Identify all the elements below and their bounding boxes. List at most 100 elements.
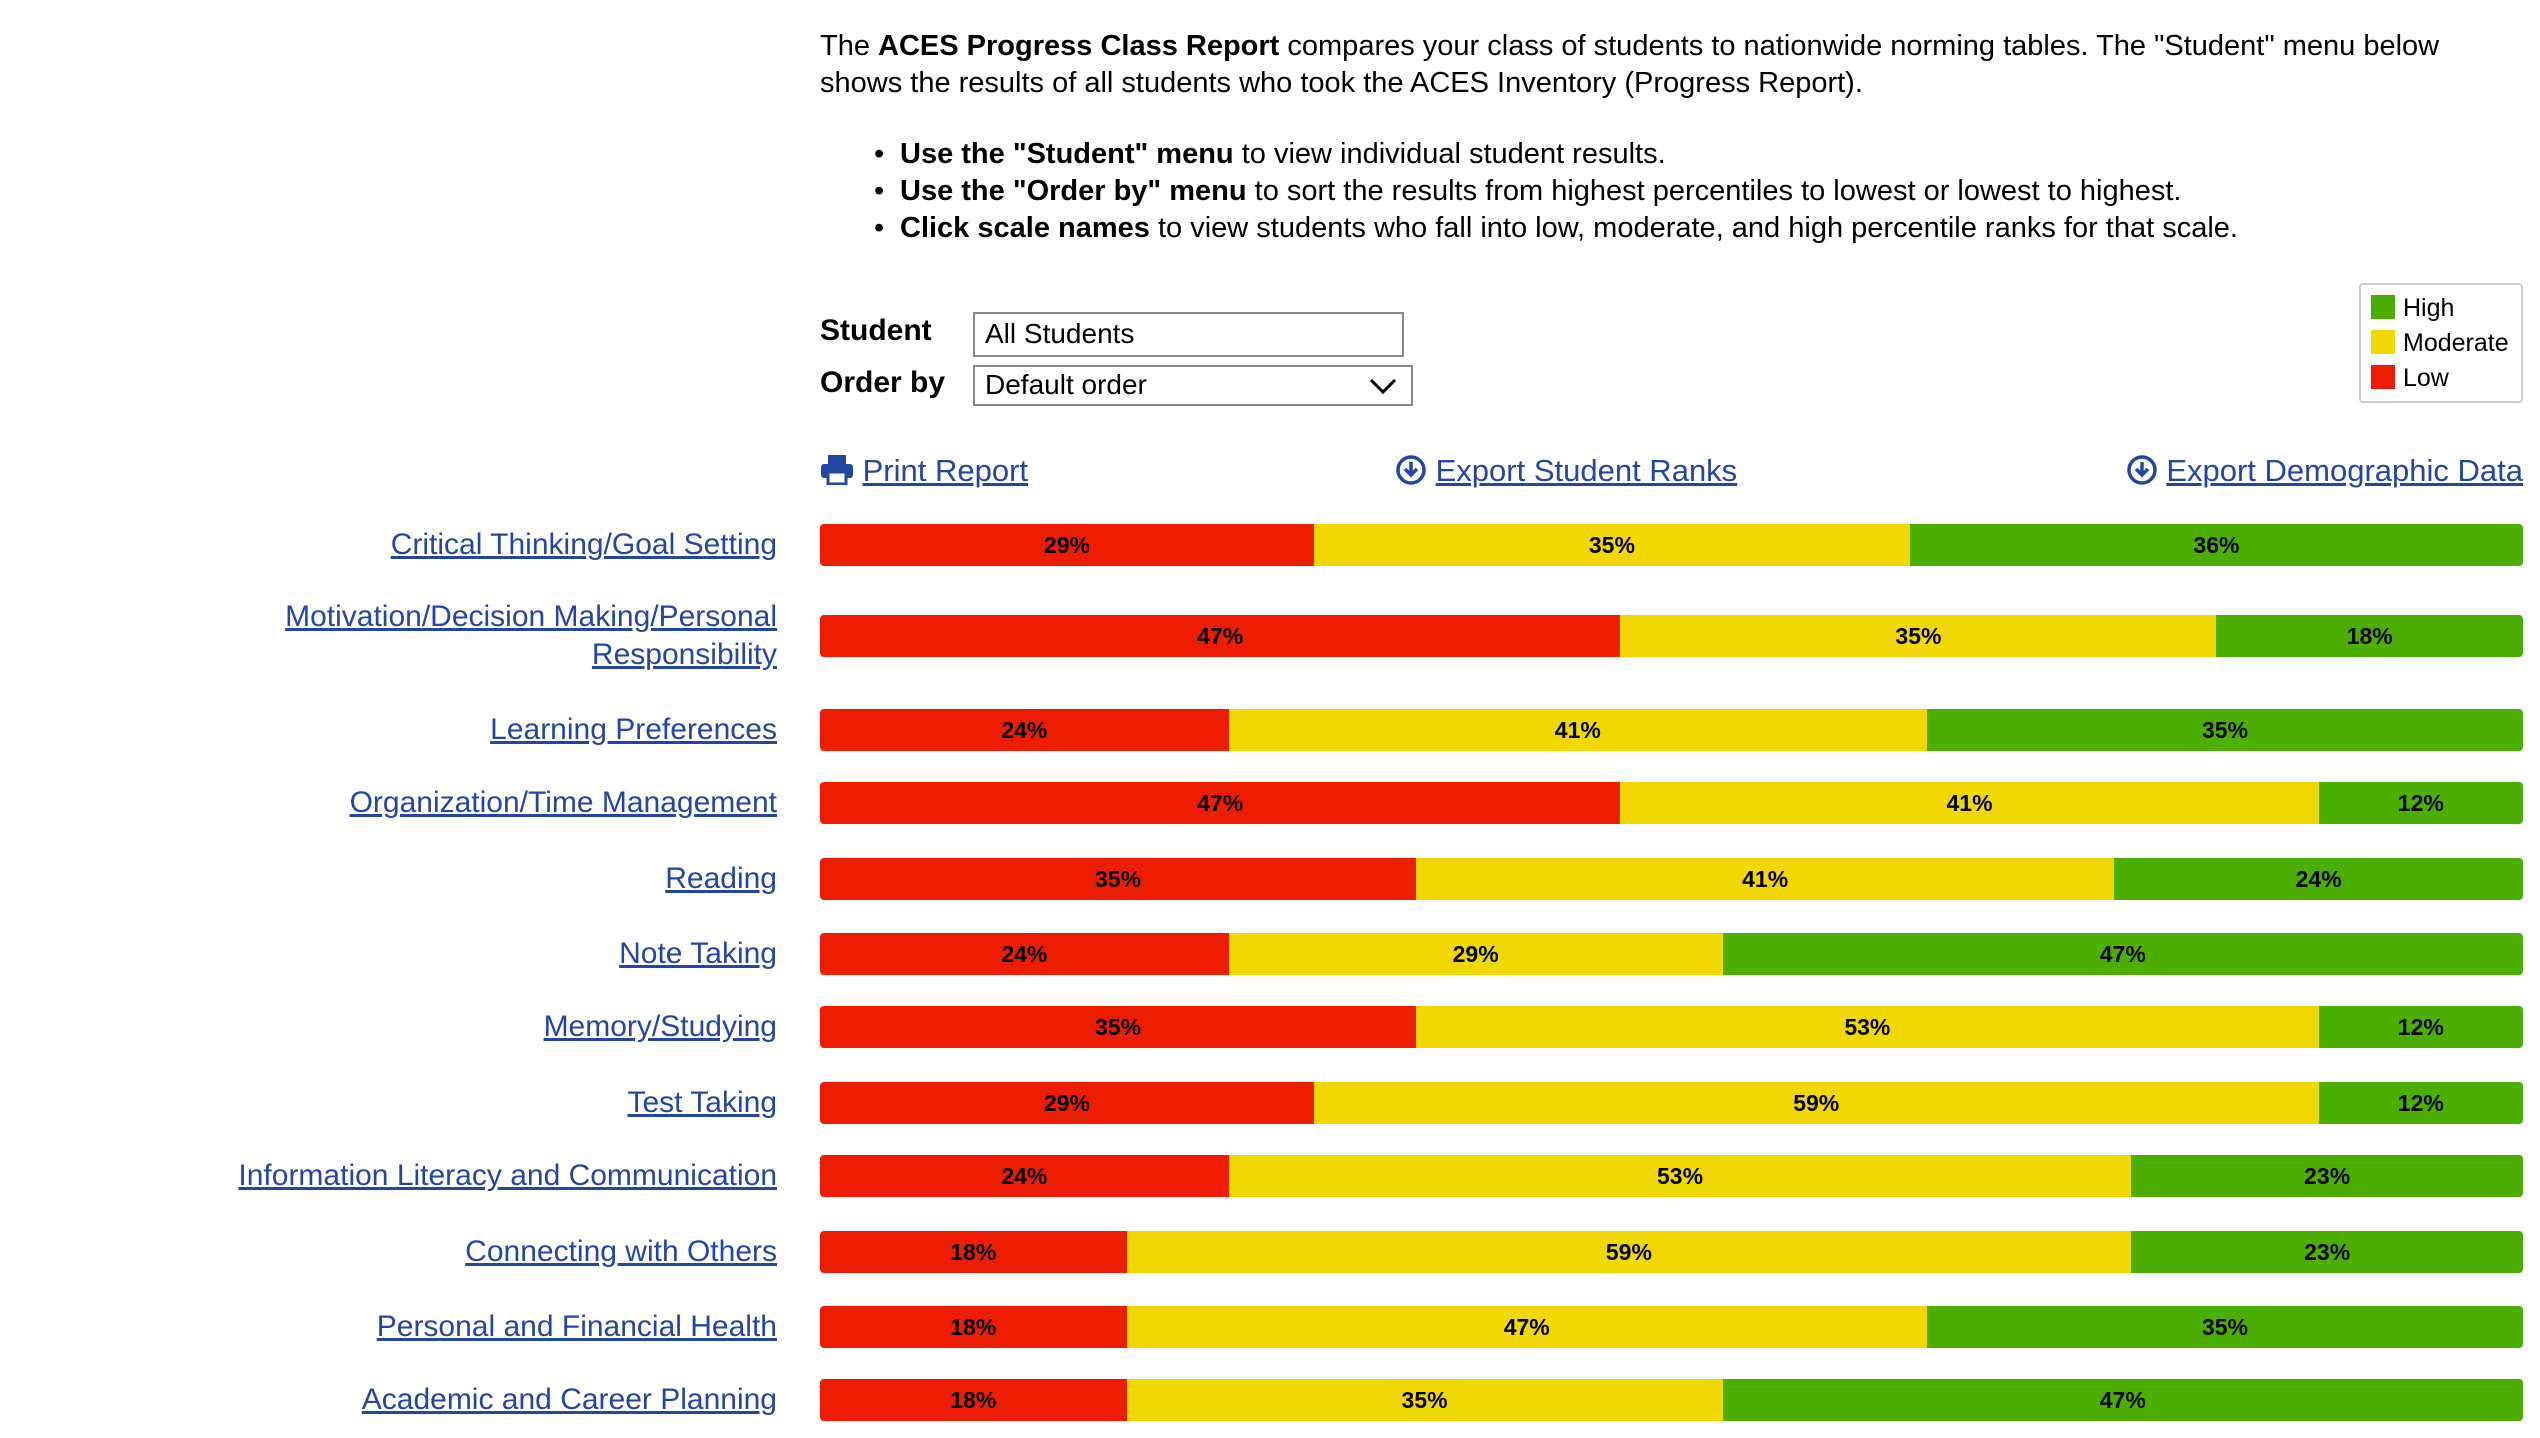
stacked-bar: 47% 35% 18% bbox=[820, 615, 2523, 657]
scale-link[interactable]: Organization/Time Management bbox=[349, 786, 777, 819]
legend-label: Moderate bbox=[2403, 329, 2509, 357]
student-label: Student bbox=[820, 314, 932, 347]
print-link-wrap: Print Report bbox=[820, 453, 1028, 489]
scale-link[interactable]: Note Taking bbox=[619, 937, 777, 970]
bar-segment: 29% bbox=[1228, 933, 1723, 975]
bar-label: 18% bbox=[950, 1238, 997, 1265]
download-icon bbox=[2126, 455, 2157, 485]
stacked-bar: 24% 41% 35% bbox=[820, 709, 2523, 751]
bullet-text: to sort the results from highest percent… bbox=[1246, 175, 2182, 207]
bar-segment: 35% bbox=[1313, 524, 1910, 566]
bar-segment: 24% bbox=[820, 933, 1229, 975]
scale-link[interactable]: Connecting with Others bbox=[465, 1235, 777, 1268]
stacked-bar: 18% 35% 47% bbox=[820, 1379, 2523, 1421]
bar-segment: 12% bbox=[2318, 1006, 2523, 1048]
scale-link[interactable]: Critical Thinking/Goal Setting bbox=[390, 528, 777, 561]
bar-segment: 59% bbox=[1126, 1231, 2132, 1273]
scale-link[interactable]: Personal and Financial Health bbox=[376, 1310, 777, 1343]
demo-link[interactable]: Export Demographic Data bbox=[2166, 453, 2523, 488]
print-link[interactable]: Print Report bbox=[862, 453, 1029, 488]
bar-label: 12% bbox=[2397, 789, 2444, 816]
bullet-list: • Use the "Student" menu to view individu… bbox=[874, 136, 2520, 247]
bar-segment: 59% bbox=[1313, 1082, 2319, 1124]
scale-link[interactable]: Information Literacy and Communication bbox=[238, 1159, 777, 1192]
bar-segment: 41% bbox=[1228, 709, 1927, 751]
bullet-bold: Use the "Student" menu bbox=[900, 138, 1234, 170]
bar-segment: 24% bbox=[2114, 858, 2523, 900]
legend-item: Low bbox=[2371, 361, 2511, 396]
bar-label: 18% bbox=[950, 1386, 997, 1413]
bar-label: 47% bbox=[2099, 940, 2146, 967]
intro-text: compares your class of students to natio… bbox=[820, 30, 2440, 99]
legend-swatch bbox=[2371, 365, 2395, 389]
bar-segment: 35% bbox=[1926, 709, 2523, 751]
bar-segment: 35% bbox=[1126, 1379, 1723, 1421]
bar-segment: 47% bbox=[1722, 1379, 2523, 1421]
bullet-bold: Use the "Order by" menu bbox=[900, 175, 1247, 207]
bar-segment: 29% bbox=[820, 524, 1314, 566]
bar-segment: 18% bbox=[820, 1379, 1127, 1421]
bar-label: 12% bbox=[2397, 1013, 2444, 1040]
bar-segment: 23% bbox=[2131, 1155, 2523, 1197]
bullet-text: to view students who fall into low, mode… bbox=[1149, 212, 2238, 244]
bar-label: 59% bbox=[1605, 1238, 1652, 1265]
scale-link[interactable]: Reading bbox=[665, 862, 777, 895]
bar-label: 47% bbox=[1503, 1313, 1550, 1340]
bar-label: 29% bbox=[1452, 940, 1499, 967]
order-select[interactable]: Default order bbox=[973, 365, 1413, 406]
scale-link[interactable]: Memory/Studying bbox=[543, 1010, 777, 1043]
legend-item: High bbox=[2371, 291, 2511, 326]
bar-label: 12% bbox=[2397, 1089, 2444, 1116]
bar-segment: 47% bbox=[820, 615, 1621, 657]
bar-segment: 24% bbox=[820, 709, 1229, 751]
bullet-text: to view individual student results. bbox=[1233, 138, 1666, 170]
bar-label: 53% bbox=[1844, 1013, 1891, 1040]
bar-segment: 18% bbox=[820, 1231, 1127, 1273]
ranks-link-wrap: Export Student Ranks bbox=[1395, 453, 1737, 489]
bar-label: 24% bbox=[1001, 940, 1048, 967]
student-select[interactable]: All Students bbox=[973, 312, 1404, 357]
ranks-link[interactable]: Export Student Ranks bbox=[1435, 453, 1738, 488]
legend-swatch bbox=[2371, 295, 2395, 319]
bar-label: 24% bbox=[2295, 865, 2342, 892]
bar-segment: 41% bbox=[1620, 782, 2319, 824]
bullet-bold: Click scale names bbox=[900, 212, 1150, 244]
bar-segment: 35% bbox=[820, 1006, 1417, 1048]
dropdown-arrow bbox=[1369, 378, 1397, 395]
bar-label: 35% bbox=[1401, 1386, 1448, 1413]
bar-label: 47% bbox=[2099, 1386, 2146, 1413]
bar-label: 24% bbox=[1001, 1162, 1048, 1189]
scale-link[interactable]: Academic and Career Planning bbox=[361, 1383, 777, 1416]
stacked-bar: 29% 35% 36% bbox=[820, 524, 2523, 566]
stacked-bar: 35% 41% 24% bbox=[820, 858, 2523, 900]
bar-label: 29% bbox=[1043, 531, 1090, 558]
bar-segment: 47% bbox=[1126, 1306, 1927, 1348]
scale-link[interactable]: Learning Preferences bbox=[490, 713, 777, 746]
bar-label: 35% bbox=[1095, 865, 1142, 892]
bar-label: 35% bbox=[1588, 531, 1635, 558]
bar-segment: 35% bbox=[820, 858, 1417, 900]
stacked-bar: 47% 41% 12% bbox=[820, 782, 2523, 824]
bar-label: 35% bbox=[1095, 1013, 1142, 1040]
bullet: • Use the "Order by" menu to sort the res… bbox=[874, 173, 2520, 210]
bar-label: 24% bbox=[1001, 716, 1048, 743]
print-icon bbox=[821, 455, 853, 486]
bar-label: 41% bbox=[1554, 716, 1601, 743]
bar-label: 35% bbox=[1895, 622, 1942, 649]
bar-label: 47% bbox=[1197, 622, 1244, 649]
stacked-bar: 24% 53% 23% bbox=[820, 1155, 2523, 1197]
legend-swatch bbox=[2371, 330, 2395, 354]
stacked-bar: 18% 47% 35% bbox=[820, 1306, 2523, 1348]
bar-segment: 41% bbox=[1416, 858, 2115, 900]
scale-link[interactable]: Motivation/Decision Making/Personal Resp… bbox=[285, 600, 777, 671]
download-icon bbox=[1396, 455, 1426, 485]
legend-label: Low bbox=[2403, 364, 2449, 392]
scale-link[interactable]: Test Taking bbox=[627, 1086, 777, 1119]
intro-text: ACES Progress Class Report bbox=[878, 30, 1280, 62]
order-value: Default order bbox=[985, 369, 1147, 400]
bar-segment: 18% bbox=[820, 1306, 1127, 1348]
bar-segment: 24% bbox=[820, 1155, 1229, 1197]
bar-segment: 23% bbox=[2131, 1231, 2523, 1273]
intro-text: The bbox=[820, 30, 879, 62]
